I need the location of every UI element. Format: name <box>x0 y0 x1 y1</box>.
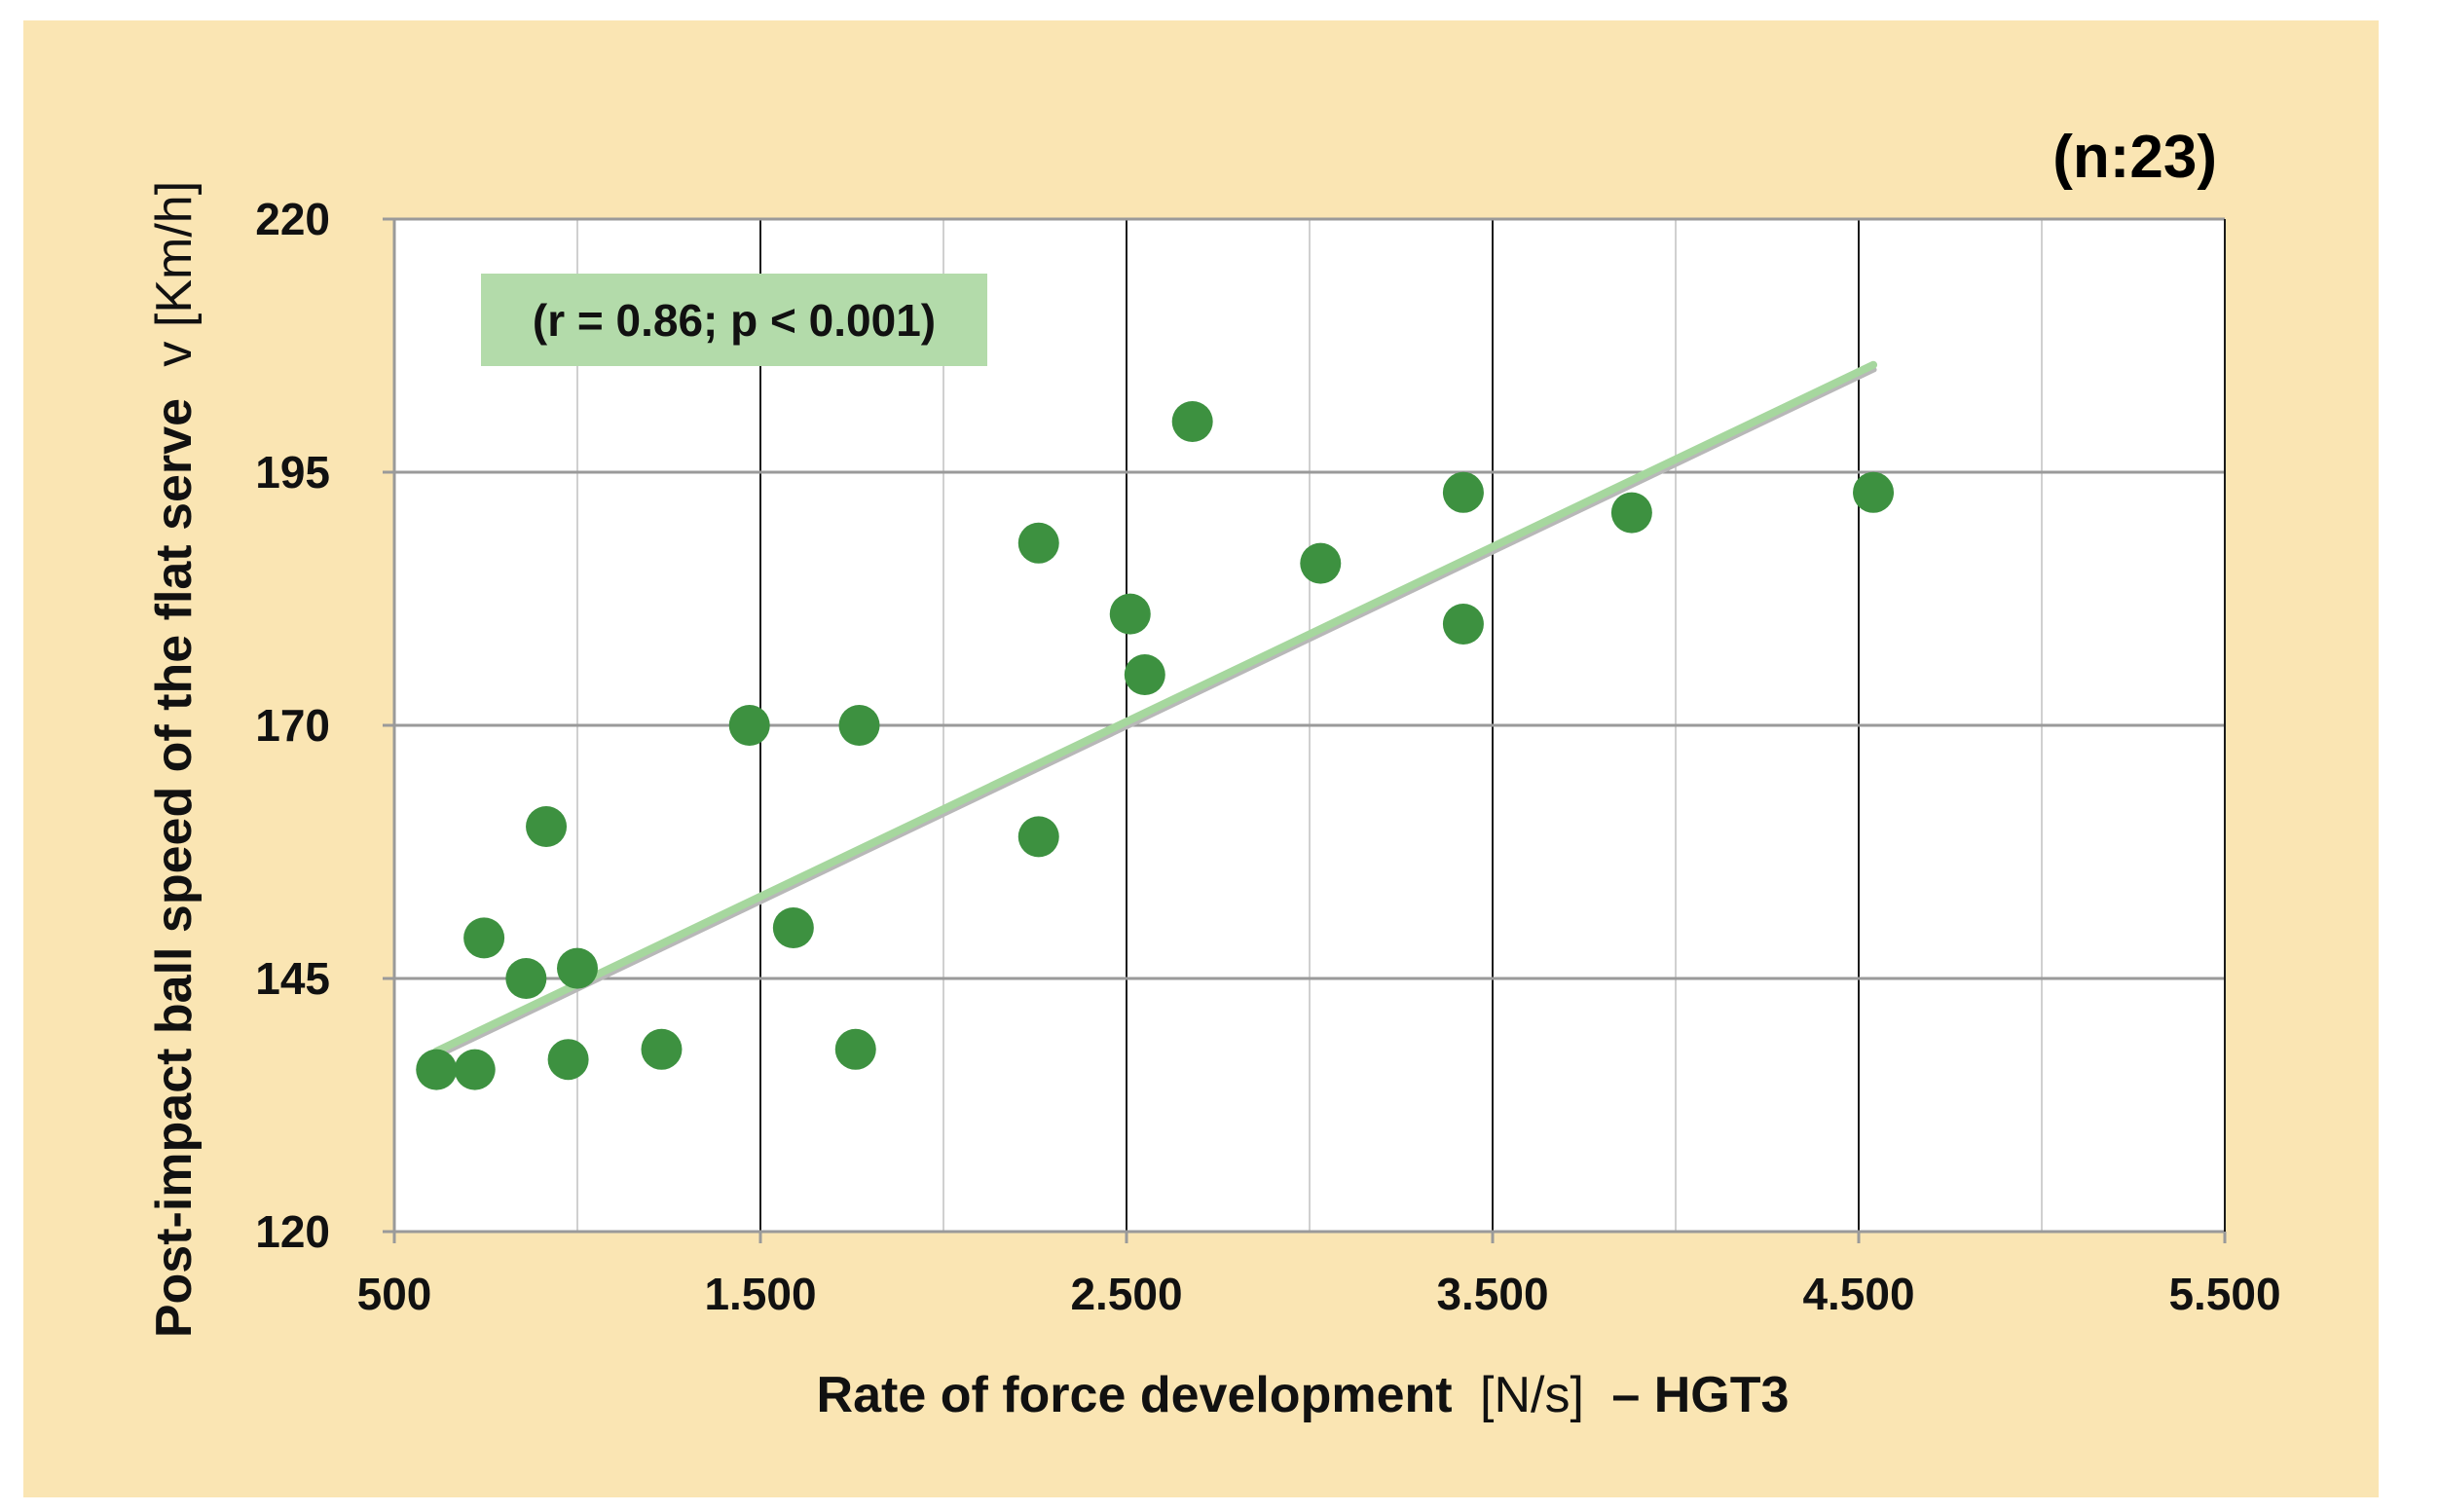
y-axis-title: Post-impact ball speed of the flat serve… <box>146 181 203 1338</box>
data-point <box>728 705 770 746</box>
x-tick-label: 4.500 <box>1802 1269 1914 1319</box>
data-point <box>641 1028 683 1070</box>
y-axis-title-main: Post-impact ball speed of the flat serve <box>146 398 203 1338</box>
y-tick-label: 220 <box>255 194 330 244</box>
data-point <box>834 1028 876 1070</box>
y-tick-label: 145 <box>255 953 330 1004</box>
annotation-box <box>481 274 987 366</box>
data-point <box>772 907 814 948</box>
y-tick-label: 170 <box>255 700 330 751</box>
data-point <box>1109 593 1151 635</box>
x-tick-label: 5.500 <box>2168 1269 2280 1319</box>
y-axis-title-unit: v [Km/h] <box>146 181 203 367</box>
data-point <box>1124 654 1165 695</box>
data-point <box>547 1039 589 1081</box>
trendline <box>432 360 1878 1055</box>
trendline-shadow <box>434 367 1877 1059</box>
x-tick-label: 1.500 <box>704 1269 816 1319</box>
data-point <box>1610 492 1652 534</box>
x-tick-label: 2.500 <box>1070 1269 1182 1319</box>
data-point <box>557 947 598 989</box>
data-points <box>416 401 1895 1090</box>
axes <box>383 217 2227 1243</box>
data-point <box>838 705 880 746</box>
x-axis-title-unit: [N/s] <box>1480 1367 1584 1423</box>
data-point <box>1442 471 1484 513</box>
y-tick-label: 195 <box>255 447 330 498</box>
data-point <box>1017 816 1059 858</box>
data-point <box>1300 542 1342 584</box>
x-axis-title: Rate of force development [N/s] – HGT3 <box>817 1367 1790 1423</box>
data-point <box>416 1049 458 1090</box>
y-tick-label: 120 <box>255 1206 330 1257</box>
data-point <box>1442 604 1484 645</box>
data-point <box>1171 401 1213 442</box>
trendline-layer <box>432 360 1878 1059</box>
x-axis-title-suffix: – HGT3 <box>1611 1367 1789 1423</box>
correlation-annotation: (r = 0.86; p < 0.001) <box>533 295 936 346</box>
data-point <box>1853 471 1895 513</box>
data-point <box>454 1049 496 1090</box>
x-tick-label: 3.500 <box>1436 1269 1548 1319</box>
data-point <box>463 917 505 959</box>
tick-labels: 500 1.500 2.500 3.500 4.500 5.500 120 145 170 195… <box>255 194 2280 1319</box>
x-tick-label: 500 <box>357 1269 432 1319</box>
x-axis-title-main: Rate of force development <box>817 1367 1453 1423</box>
data-point <box>526 806 568 847</box>
sample-size-label: (n:23) <box>2052 124 2217 191</box>
data-point <box>1017 522 1059 564</box>
data-point <box>505 958 547 999</box>
